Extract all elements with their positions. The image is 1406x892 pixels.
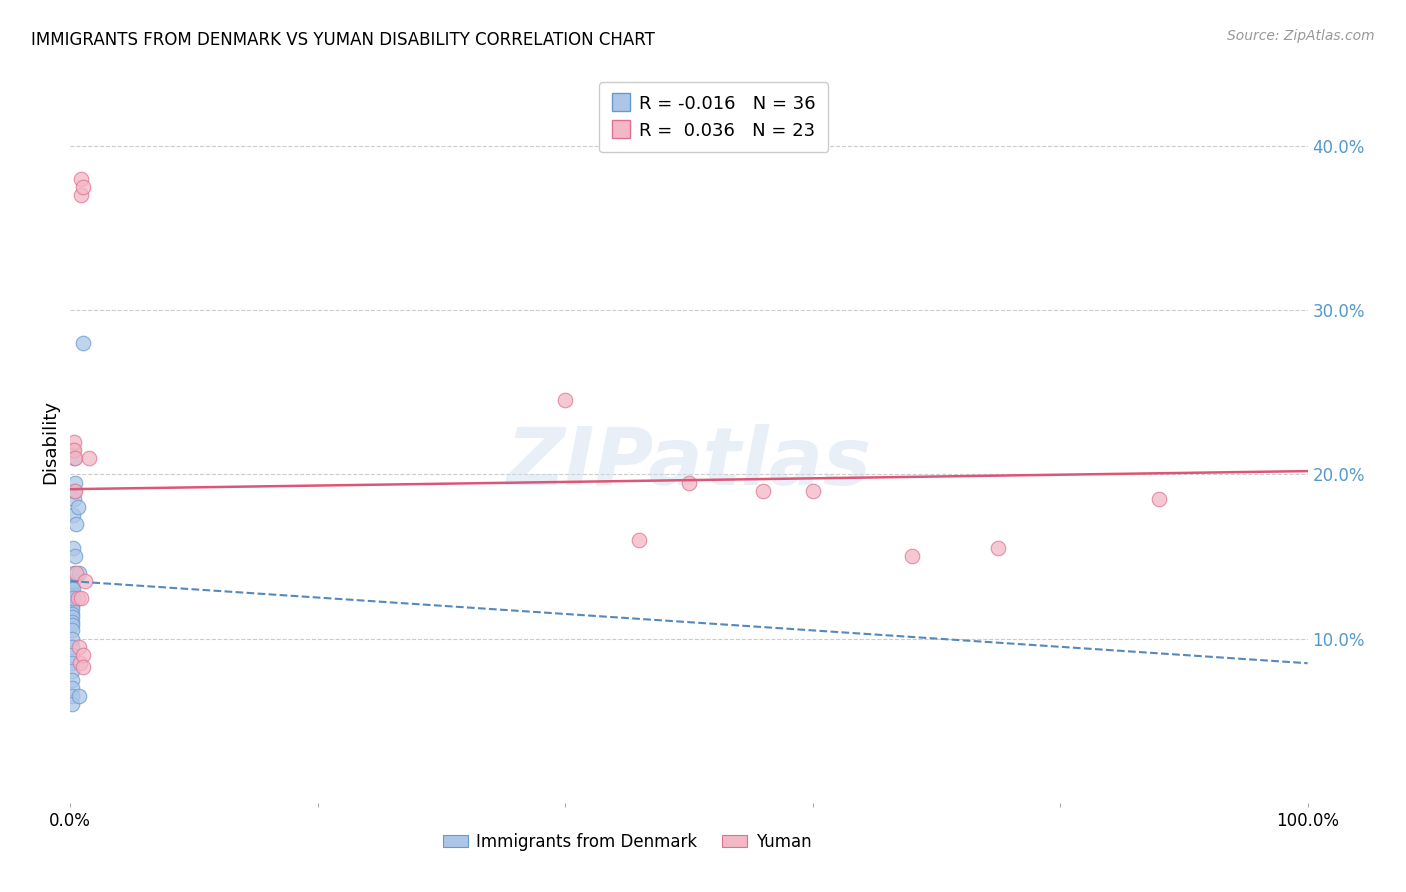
Point: [67, 566, 90, 580]
Point: [60, 618, 83, 632]
Point: [60, 582, 83, 597]
Point: [60, 607, 83, 621]
Point: [62, 508, 84, 523]
Point: [60, 640, 83, 654]
Point: [60, 648, 83, 662]
Point: [60, 689, 83, 703]
Point: [60, 589, 83, 603]
Point: [60, 632, 83, 646]
Point: [801, 483, 824, 498]
Point: [66, 500, 89, 515]
Point: [554, 393, 576, 408]
Point: [63, 566, 86, 580]
Point: [60, 673, 83, 687]
Point: [65, 450, 87, 465]
Point: [63, 434, 86, 449]
Point: [1147, 491, 1170, 506]
Point: [65, 475, 87, 490]
Point: [67, 689, 90, 703]
Point: [60, 698, 83, 712]
Point: [70, 171, 93, 186]
Point: [72, 180, 94, 194]
Point: [69, 657, 91, 671]
Point: [60, 657, 83, 671]
Point: [987, 541, 1010, 556]
Text: IMMIGRANTS FROM DENMARK VS YUMAN DISABILITY CORRELATION CHART: IMMIGRANTS FROM DENMARK VS YUMAN DISABIL…: [31, 31, 655, 49]
Point: [65, 516, 87, 531]
Point: [60, 610, 83, 624]
Point: [628, 533, 651, 547]
Text: ZIPatlas: ZIPatlas: [506, 425, 872, 502]
Legend: Immigrants from Denmark, Yuman: Immigrants from Denmark, Yuman: [434, 825, 820, 860]
Point: [60, 665, 83, 679]
Point: [72, 659, 94, 673]
Point: [62, 582, 84, 597]
Point: [62, 541, 84, 556]
Point: [63, 491, 86, 506]
Point: [900, 549, 922, 564]
Point: [752, 483, 775, 498]
Point: [60, 594, 83, 608]
Point: [62, 591, 84, 605]
Point: [65, 549, 87, 564]
Point: [63, 442, 86, 457]
Point: [678, 475, 700, 490]
Point: [62, 574, 84, 588]
Point: [75, 574, 97, 588]
Point: [72, 336, 94, 351]
Y-axis label: Disability: Disability: [41, 400, 59, 483]
Point: [65, 566, 87, 580]
Point: [62, 442, 84, 457]
Point: [60, 681, 83, 695]
Point: [70, 188, 93, 202]
Point: [72, 648, 94, 662]
Point: [60, 585, 83, 599]
Point: [66, 591, 89, 605]
Point: [60, 602, 83, 616]
Point: [67, 640, 90, 654]
Point: [70, 591, 93, 605]
Text: Source: ZipAtlas.com: Source: ZipAtlas.com: [1227, 29, 1375, 43]
Point: [60, 615, 83, 630]
Point: [60, 624, 83, 638]
Point: [63, 483, 86, 498]
Point: [65, 483, 87, 498]
Point: [60, 599, 83, 613]
Point: [77, 450, 100, 465]
Point: [63, 450, 86, 465]
